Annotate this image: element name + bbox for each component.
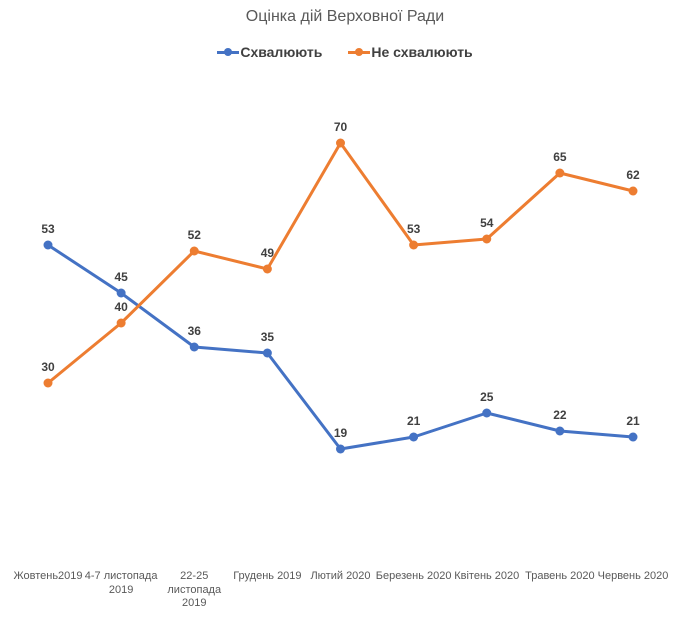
data-point (189, 246, 199, 256)
data-point (628, 432, 638, 442)
data-label: 53 (41, 222, 55, 236)
data-label: 54 (480, 216, 494, 230)
legend-item-disapprove: Не схвалюють (348, 44, 473, 60)
data-point (555, 168, 565, 178)
legend-label-disapprove: Не схвалюють (371, 44, 473, 60)
data-point (482, 408, 492, 418)
data-label: 21 (626, 414, 640, 428)
data-point (43, 378, 53, 388)
legend-item-approve: Схвалюють (217, 44, 322, 60)
data-label: 62 (626, 168, 640, 182)
data-point (482, 234, 492, 244)
data-point (555, 426, 565, 436)
data-label: 53 (407, 222, 421, 236)
data-point (336, 444, 345, 454)
data-label: 21 (407, 414, 421, 428)
legend: Схвалюють Не схвалюють (0, 44, 690, 60)
data-label: 35 (261, 330, 275, 344)
legend-line-marker-disapprove (348, 48, 371, 56)
data-label: 45 (114, 270, 128, 284)
series-line-0 (46, 243, 635, 451)
legend-label-approve: Схвалюють (240, 44, 323, 60)
chart-title: Оцінка дій Верховної Ради (245, 8, 445, 25)
data-label: 70 (334, 120, 348, 134)
data-label: 49 (261, 246, 275, 260)
data-point (409, 240, 419, 250)
data-point (336, 138, 345, 148)
data-label: 36 (188, 324, 202, 338)
data-label: 25 (480, 390, 494, 404)
data-label: 30 (41, 360, 55, 374)
data-point (43, 240, 53, 250)
data-point (262, 348, 272, 358)
legend-line-marker-approve (217, 48, 240, 56)
data-point (409, 432, 419, 442)
data-label: 52 (188, 228, 202, 242)
data-point (116, 288, 126, 298)
data-point (189, 342, 199, 352)
data-point (116, 318, 126, 328)
data-label: 22 (553, 408, 567, 422)
data-label: 40 (114, 300, 128, 314)
legend-dot-icon (224, 48, 233, 56)
data-point (628, 186, 638, 196)
data-label: 65 (553, 150, 567, 164)
data-label: 19 (334, 426, 348, 440)
series-line-1 (46, 141, 635, 385)
data-point (262, 264, 272, 274)
legend-dot-icon (355, 48, 364, 56)
